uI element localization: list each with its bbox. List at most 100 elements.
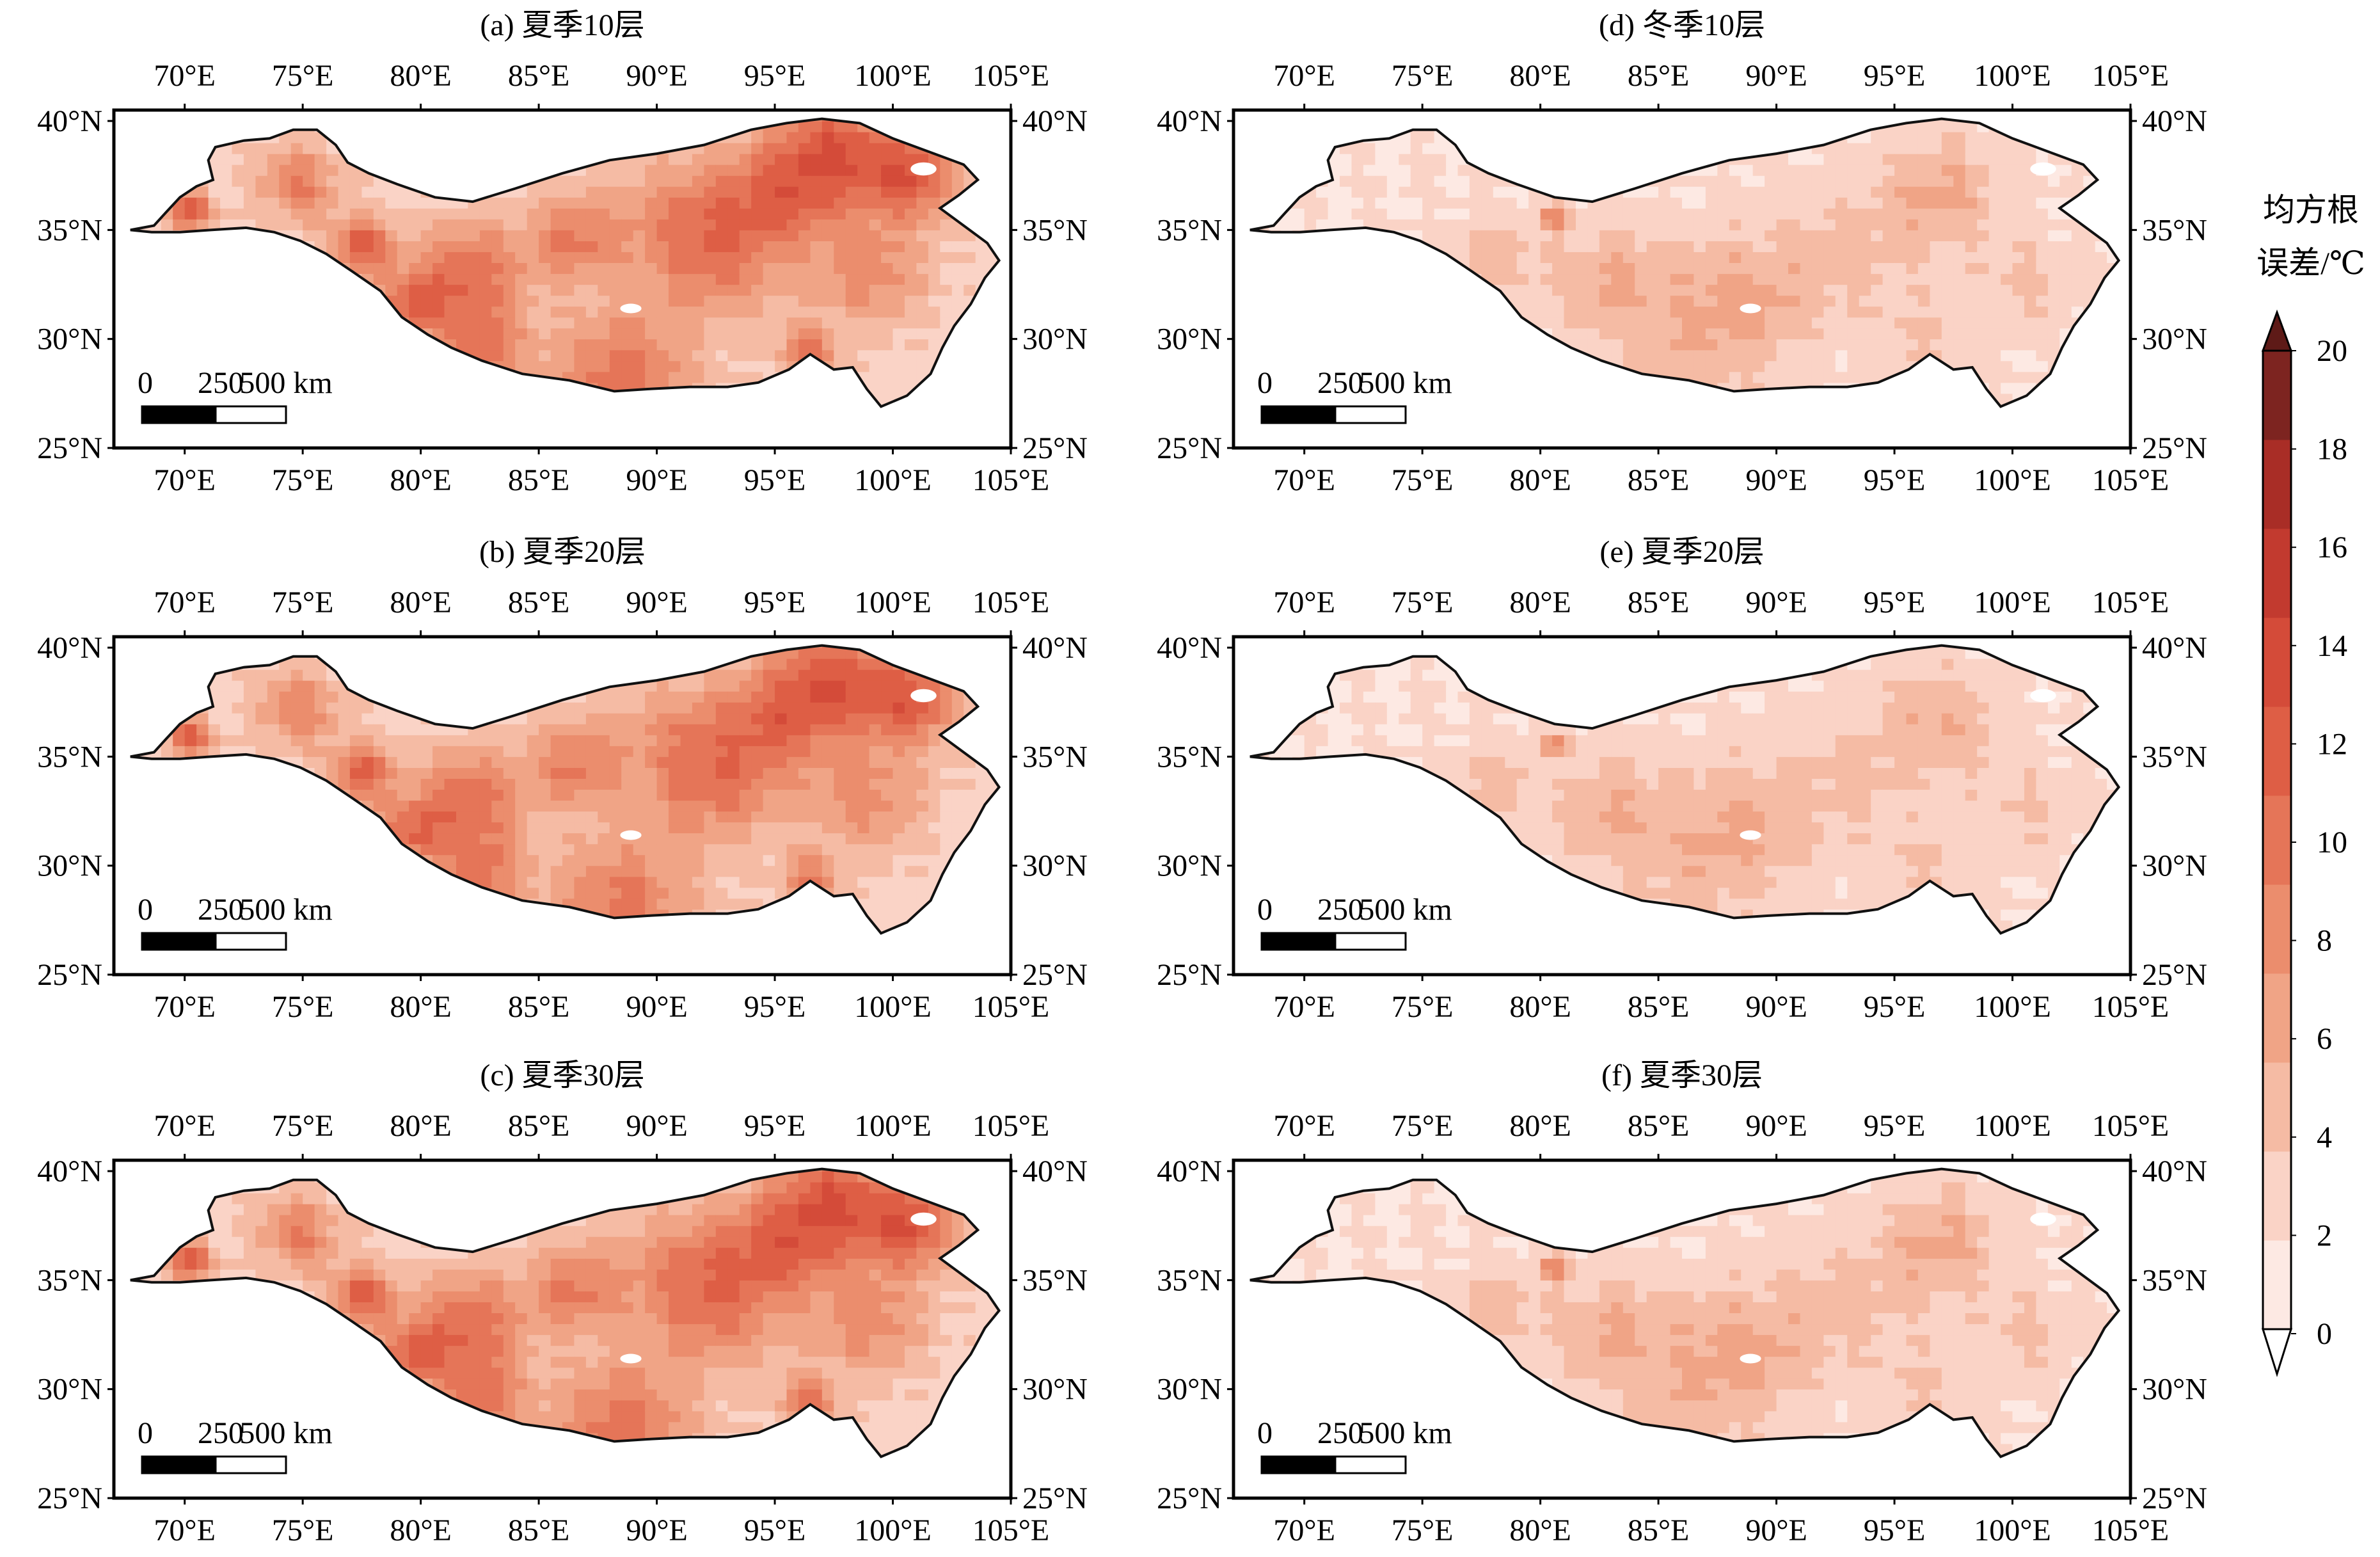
field-cell (1811, 306, 1824, 318)
field-cell (1930, 393, 1942, 405)
field-cell (515, 219, 528, 230)
field-cell (2001, 317, 2013, 329)
field-cell (1316, 121, 1329, 132)
field-cell (940, 121, 953, 132)
field-cell (2001, 154, 2013, 165)
field-cell (1516, 393, 1529, 405)
field-cell (1611, 175, 1624, 187)
field-cell (420, 284, 433, 296)
field-cell (1847, 175, 1860, 187)
lat-tick-label-right: 35°N (2142, 213, 2207, 247)
field-cell (1859, 284, 1871, 296)
field-cell (2024, 208, 2036, 220)
field-cell (1894, 143, 1907, 154)
field-cell (243, 121, 256, 132)
field-cell (1930, 241, 1942, 252)
field-cell (905, 295, 917, 307)
field-cell (1847, 328, 1860, 340)
field-cell (1564, 415, 1576, 427)
field-cell (1552, 349, 1565, 362)
field-cell (130, 702, 138, 714)
field-cell (1752, 252, 1765, 263)
field-cell (585, 306, 598, 318)
field-cell (409, 252, 422, 263)
field-cell (692, 118, 704, 122)
field-cell (1257, 339, 1269, 351)
field-cell (373, 349, 386, 362)
field-cell (821, 382, 834, 394)
field-cell (1505, 252, 1518, 263)
field-cell (1882, 208, 1895, 220)
field-cell (373, 252, 386, 263)
field-cell (951, 230, 964, 241)
field-cell (775, 197, 788, 209)
field-cell (1965, 382, 1978, 394)
field-cell (208, 648, 221, 659)
field-cell (681, 415, 693, 427)
field-cell (550, 154, 563, 165)
field-cell (2047, 393, 2060, 405)
field-cell (633, 132, 646, 143)
field-cell (1930, 415, 1942, 427)
field-cell (1859, 339, 1871, 351)
field-cell (503, 154, 516, 165)
field-cell (550, 306, 563, 318)
field-cell (2107, 393, 2119, 405)
field-cell (1752, 404, 1765, 407)
field-cell (232, 648, 244, 659)
field-cell (349, 219, 362, 230)
field-cell (1564, 154, 1576, 165)
field-cell (1894, 175, 1907, 187)
field-cell (857, 349, 870, 362)
field-cell (1741, 371, 1754, 383)
field-cell (173, 219, 186, 230)
field-cell (1316, 208, 1329, 220)
field-cell (1882, 360, 1895, 372)
field-cell (1257, 154, 1269, 165)
lon-tick-label-bottom: 85°E (1628, 463, 1690, 497)
field-cell (432, 317, 445, 329)
field-cell (810, 371, 823, 383)
field-cell (715, 349, 728, 362)
field-cell (420, 208, 433, 220)
field-cell (680, 197, 693, 209)
field-cell (1446, 118, 1459, 122)
field-cell (1705, 317, 1718, 329)
field-cell (857, 404, 870, 407)
field-cell (2095, 241, 2107, 252)
field-cell (975, 317, 988, 329)
field-cell (1540, 262, 1553, 275)
field-cell (539, 360, 551, 372)
field-cell (279, 241, 292, 252)
field-cell (585, 118, 598, 122)
field-cell (928, 241, 940, 252)
field-cell (1399, 241, 1411, 252)
field-cell (845, 306, 858, 318)
field-cell (349, 208, 362, 220)
field-cell (680, 284, 693, 296)
field-cell (656, 175, 669, 187)
field-cell (1953, 219, 1966, 230)
field-cell (598, 349, 610, 362)
field-cell (1505, 230, 1518, 241)
field-cell (2024, 132, 2036, 143)
field-cell (550, 328, 563, 340)
field-cell (373, 360, 386, 372)
field-cell (303, 164, 315, 176)
field-cell (173, 121, 186, 132)
field-cell (1564, 295, 1576, 307)
lon-tick-label-top: 80°E (1509, 59, 1571, 93)
field-cell (1386, 121, 1399, 132)
field-cell (1800, 371, 1813, 383)
field-cell (279, 876, 292, 888)
field-cell (1871, 339, 1884, 351)
field-cell (1481, 121, 1494, 132)
field-cell (1835, 360, 1848, 372)
field-cell (1871, 118, 1884, 122)
field-cell (2047, 219, 2060, 230)
field-cell (598, 164, 610, 176)
field-cell (220, 219, 232, 230)
field-cell (267, 262, 280, 275)
field-cell (1717, 295, 1730, 307)
field-cell (1434, 197, 1447, 209)
